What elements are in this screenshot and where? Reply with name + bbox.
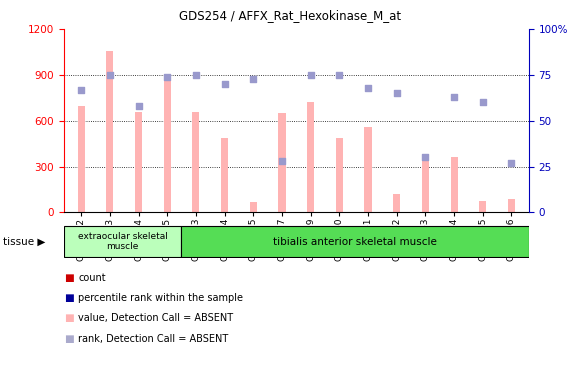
Point	[220, 81, 229, 87]
Bar	[181, 226, 529, 257]
Bar	[64, 226, 181, 257]
Point	[77, 87, 86, 93]
Text: ■: ■	[64, 273, 74, 283]
Text: extraocular skeletal
muscle: extraocular skeletal muscle	[77, 232, 167, 251]
Bar	[393, 194, 400, 212]
Bar	[221, 138, 228, 212]
Bar	[307, 102, 314, 212]
Point	[363, 85, 372, 91]
Text: ■: ■	[64, 313, 74, 324]
Point	[191, 72, 200, 78]
Bar	[479, 201, 486, 212]
Point	[421, 154, 430, 160]
Point	[306, 72, 315, 78]
Text: rank, Detection Call = ABSENT: rank, Detection Call = ABSENT	[78, 333, 229, 344]
Bar	[250, 202, 257, 212]
Bar	[106, 51, 113, 212]
Point	[134, 103, 143, 109]
Text: ■: ■	[64, 293, 74, 303]
Point	[450, 94, 459, 100]
Bar	[77, 105, 85, 212]
Text: GDS254 / AFFX_Rat_Hexokinase_M_at: GDS254 / AFFX_Rat_Hexokinase_M_at	[180, 9, 401, 22]
Text: tibialis anterior skeletal muscle: tibialis anterior skeletal muscle	[273, 236, 437, 247]
Point	[249, 76, 258, 82]
Text: count: count	[78, 273, 106, 283]
Bar	[192, 112, 199, 212]
Bar	[508, 198, 515, 212]
Text: ■: ■	[64, 333, 74, 344]
Point	[335, 72, 344, 78]
Bar	[422, 156, 429, 212]
Bar	[450, 157, 458, 212]
Point	[478, 100, 487, 105]
Text: value, Detection Call = ABSENT: value, Detection Call = ABSENT	[78, 313, 234, 324]
Text: percentile rank within the sample: percentile rank within the sample	[78, 293, 243, 303]
Point	[105, 72, 114, 78]
Point	[277, 158, 286, 164]
Point	[392, 90, 401, 96]
Bar	[278, 113, 285, 212]
Point	[507, 160, 516, 166]
Point	[163, 74, 172, 80]
Bar	[164, 80, 171, 212]
Bar	[135, 112, 142, 212]
Bar	[364, 127, 372, 212]
Bar	[336, 138, 343, 212]
Text: tissue ▶: tissue ▶	[3, 236, 45, 247]
